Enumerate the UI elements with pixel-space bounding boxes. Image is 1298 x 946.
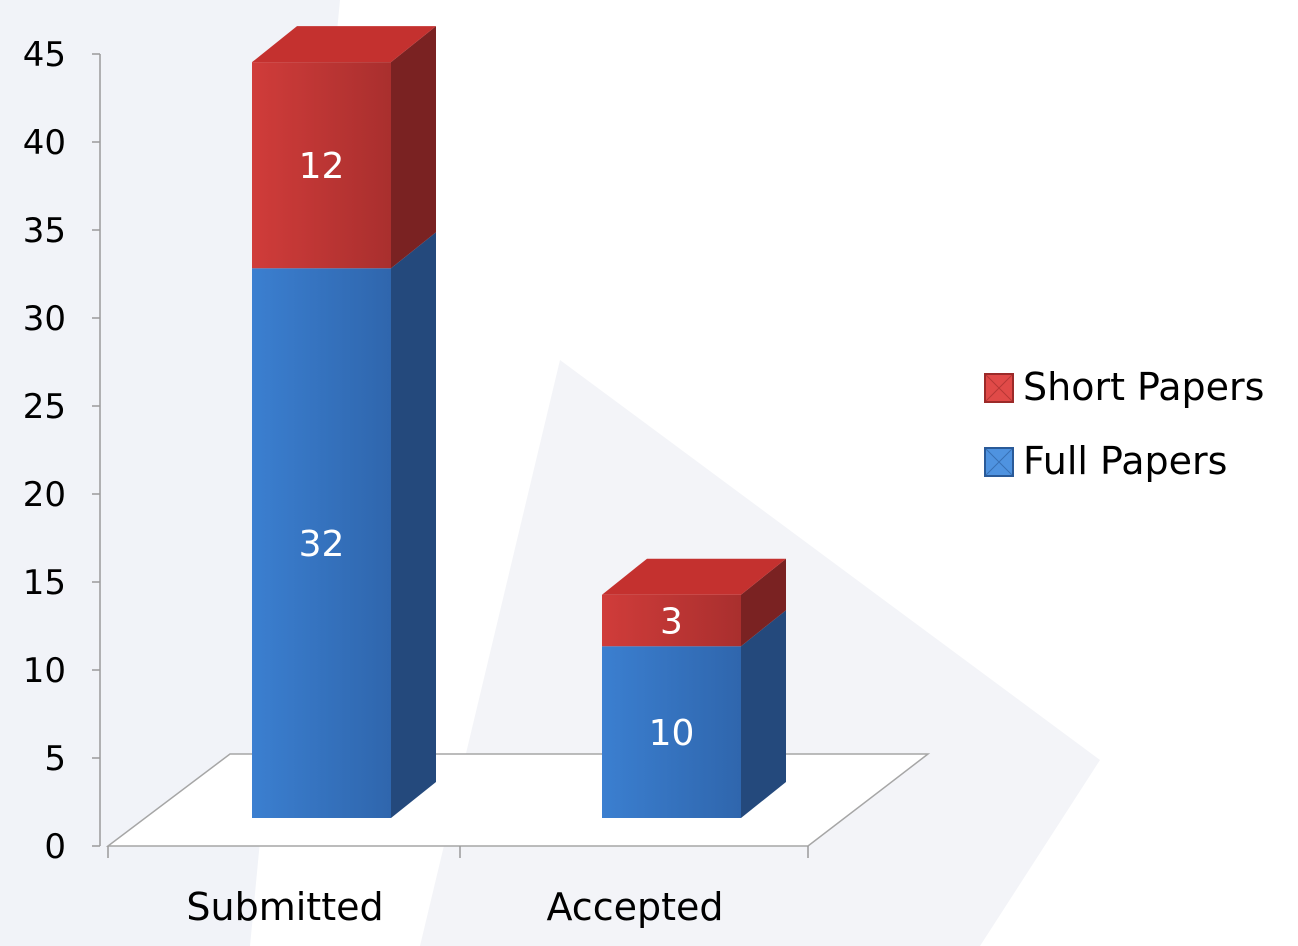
bar-front-face (602, 594, 741, 647)
y-tick-label: 15 (23, 563, 66, 603)
legend-label: Full Papers (1023, 439, 1227, 483)
legend-item: Full Papers (984, 439, 1227, 483)
bar-front-face (602, 646, 741, 818)
data-label: 10 (649, 713, 695, 754)
legend-item: Short Papers (984, 365, 1264, 409)
bar-segment: 32 (252, 232, 436, 819)
y-axis: 0 5 10 15 20 25 30 35 40 45 (23, 35, 101, 867)
legend-swatch-bevel (984, 373, 1014, 403)
data-label: 32 (299, 524, 345, 565)
bar-front-face (252, 62, 391, 269)
y-tick-label: 5 (44, 739, 66, 779)
bar-segment: 3 (602, 558, 786, 647)
data-label: 12 (299, 146, 345, 187)
x-category-label: Submitted (186, 885, 383, 929)
x-axis: Submitted Accepted (107, 846, 809, 929)
bar-side-face (391, 26, 436, 269)
legend-label: Short Papers (1023, 365, 1264, 409)
data-label: 3 (660, 601, 683, 642)
y-tick-label: 10 (23, 651, 66, 691)
y-tick-label: 40 (23, 123, 66, 163)
bar-top-face (602, 558, 786, 595)
y-tick-label: 30 (23, 299, 66, 339)
bars: 32 12 10 3 (252, 26, 786, 819)
x-category-label: Accepted (546, 885, 723, 929)
chart-floor (105, 753, 931, 847)
bar-side-face (741, 610, 786, 818)
bar-segment: 10 (602, 610, 786, 818)
bar-top-face (252, 26, 436, 63)
bar-side-face (391, 232, 436, 819)
floor-plane (105, 753, 931, 847)
y-tick-label: 20 (23, 475, 66, 515)
y-tick-label: 45 (23, 35, 66, 75)
y-tick-label: 35 (23, 211, 66, 251)
y-tick-label: 0 (44, 827, 66, 867)
bar-segment: 12 (252, 26, 436, 269)
legend-swatch-bevel (984, 447, 1014, 477)
y-tick-label: 25 (23, 387, 66, 427)
bar-side-face (741, 558, 786, 647)
legend: Short Papers Full Papers (984, 365, 1264, 483)
bar-front-face (252, 268, 391, 818)
